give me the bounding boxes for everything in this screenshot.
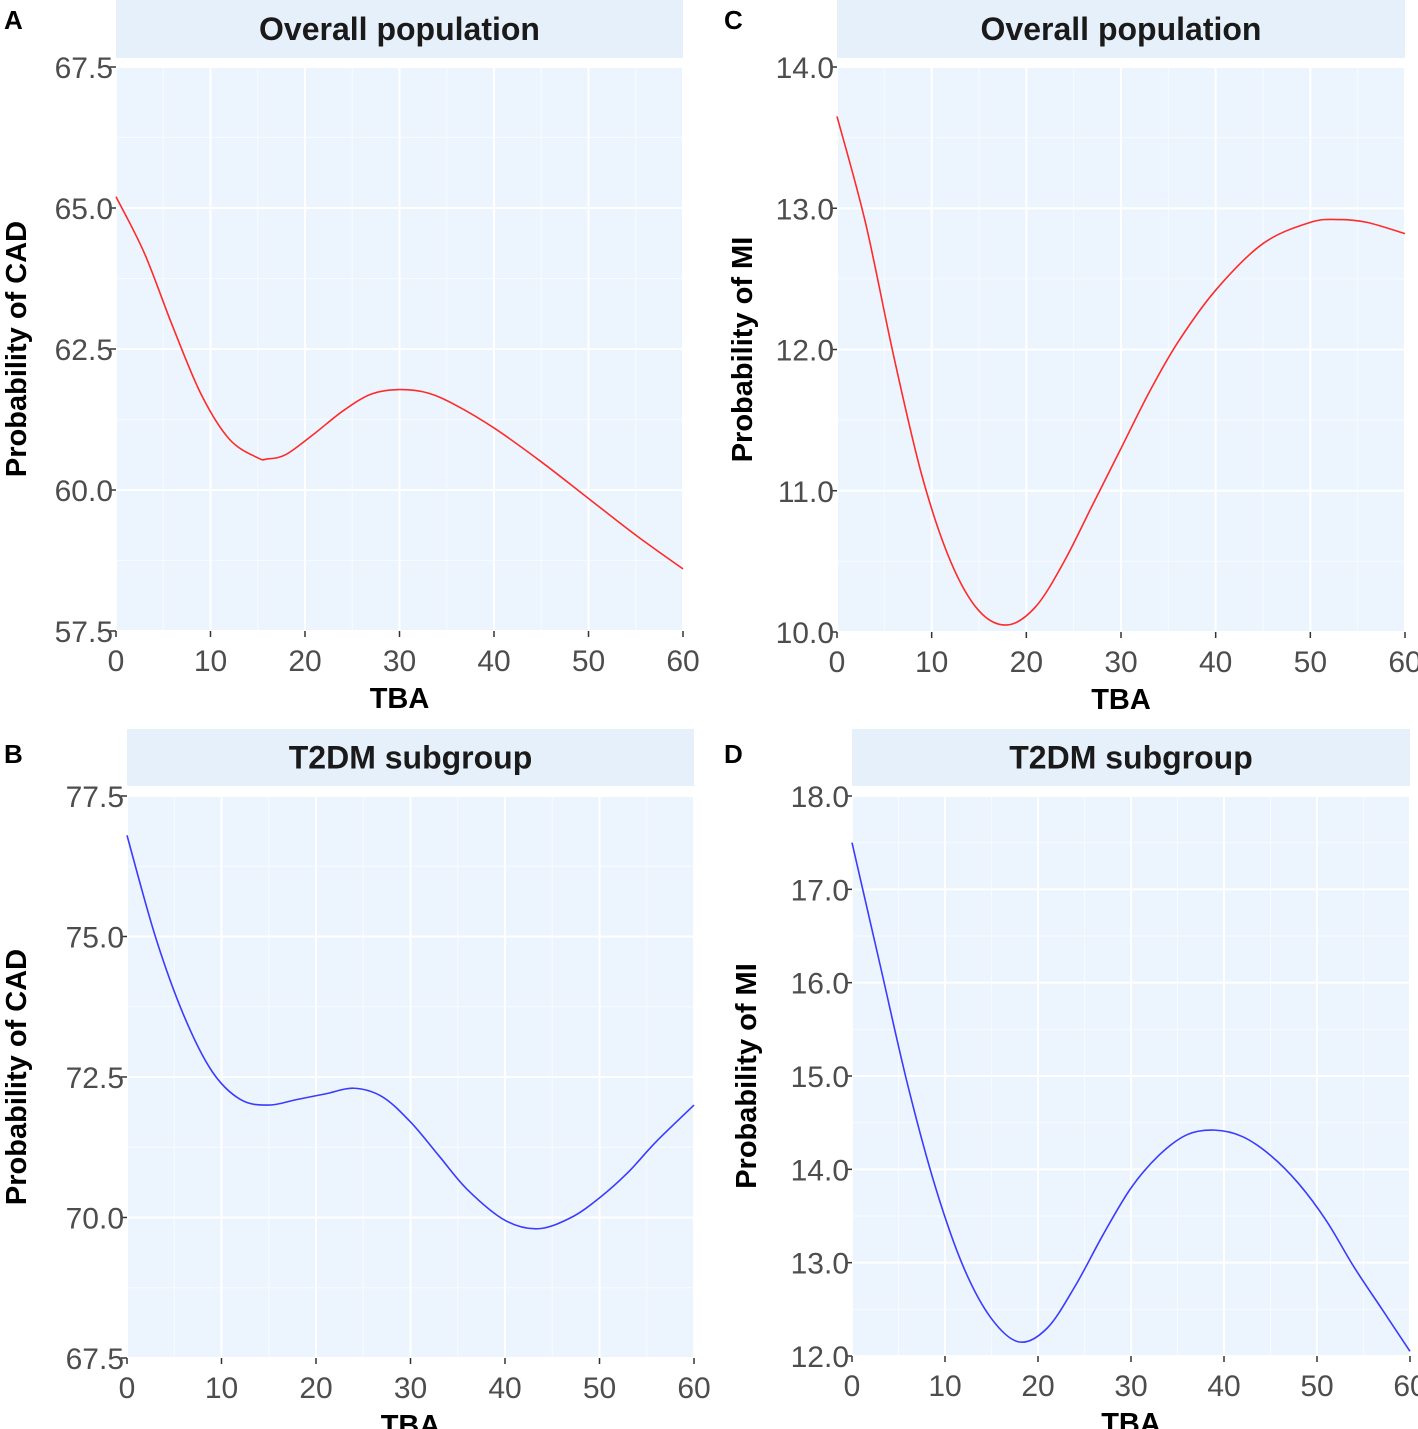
panel-letter: A: [4, 5, 23, 35]
panel-D: D T2DM subgroup 0 10 20 30 40 50 60 12.0 13.0 14.0 1…: [724, 729, 1418, 1429]
y-tick-label: 60.0: [55, 475, 113, 508]
y-axis-title: Probability of CAD: [1, 949, 33, 1205]
x-tick-label: 50: [572, 645, 605, 678]
y-tick-label: 14.0: [791, 1154, 849, 1187]
y-tick-label: 11.0: [778, 476, 834, 509]
y-tick-label: 72.5: [66, 1062, 124, 1095]
panel-letter: C: [724, 5, 743, 35]
panel-B: B T2DM subgroup 0 10 20 30 40 50 60 67.5 70.0 72.5 7…: [1, 729, 711, 1429]
facet-strip: [127, 729, 694, 786]
y-tick-label: 13.0: [776, 193, 834, 226]
x-tick-label: 60: [666, 645, 699, 678]
x-tick-label: 30: [1104, 646, 1137, 679]
y-tick-label: 65.0: [55, 193, 113, 226]
x-tick-label: 50: [583, 1372, 616, 1405]
y-tick-label: 18.0: [791, 781, 849, 814]
series-line: [126, 835, 695, 1230]
x-tick-label: 10: [194, 645, 227, 678]
x-axis-title: TBA: [1091, 684, 1151, 716]
y-tick-label: 67.5: [66, 1343, 124, 1376]
panel-letter: D: [724, 739, 743, 769]
x-tick-label: 50: [1294, 646, 1327, 679]
y-axis-title: Probability of CAD: [1, 221, 33, 477]
x-tick-label: 40: [477, 645, 510, 678]
panel-A: A Overall population 0 10 20 30 40 50 60 57.5 60.0…: [1, 0, 700, 715]
y-tick-label: 14.0: [776, 52, 834, 85]
y-tick-label: 15.0: [791, 1061, 849, 1094]
facet-title: T2DM subgroup: [289, 740, 533, 776]
x-tick-label: 10: [915, 646, 948, 679]
panel-letter: B: [4, 739, 23, 769]
y-tick-label: 12.0: [776, 335, 834, 368]
x-tick-label: 20: [299, 1372, 332, 1405]
x-tick-label: 10: [928, 1370, 961, 1403]
y-tick-label: 62.5: [55, 334, 113, 367]
x-axis-title: TBA: [381, 1410, 441, 1429]
x-tick-label: 20: [1010, 646, 1043, 679]
y-tick-label: 17.0: [791, 874, 849, 907]
facet-strip: [852, 729, 1410, 786]
x-tick-label: 0: [119, 1372, 136, 1405]
series-line: [836, 116, 1406, 626]
facet-strip: [116, 0, 683, 58]
y-axis-title: Probability of MI: [727, 237, 759, 463]
x-tick-label: 60: [1388, 646, 1418, 679]
y-tick-label: 13.0: [791, 1248, 849, 1281]
x-tick-label: 50: [1300, 1370, 1333, 1403]
x-tick-label: 20: [1021, 1370, 1054, 1403]
y-tick-label: 10.0: [776, 617, 834, 650]
panel-C: C Overall population 0 10 20 30 40 50 60 10.0 11.0…: [724, 0, 1418, 716]
facet-title: Overall population: [259, 11, 540, 47]
x-tick-label: 30: [1114, 1370, 1147, 1403]
x-tick-label: 30: [394, 1372, 427, 1405]
y-axis-title: Probability of MI: [731, 963, 763, 1189]
x-tick-label: 0: [829, 646, 846, 679]
series-line: [851, 842, 1411, 1352]
facet-title: Overall population: [981, 11, 1262, 47]
x-tick-label: 60: [1393, 1370, 1418, 1403]
y-tick-label: 77.5: [66, 781, 124, 814]
y-tick-label: 16.0: [791, 968, 849, 1001]
x-axis-title: TBA: [1101, 1408, 1161, 1429]
y-tick-label: 67.5: [55, 52, 113, 85]
x-tick-label: 20: [288, 645, 321, 678]
series-line: [115, 196, 684, 570]
y-tick-label: 75.0: [66, 922, 124, 955]
x-tick-label: 10: [205, 1372, 238, 1405]
x-axis-title: TBA: [370, 683, 430, 715]
x-tick-label: 40: [488, 1372, 521, 1405]
y-tick-label: 12.0: [791, 1341, 849, 1374]
x-tick-label: 40: [1199, 646, 1232, 679]
x-tick-label: 0: [844, 1370, 861, 1403]
y-tick-label: 70.0: [66, 1203, 124, 1236]
x-tick-label: 30: [383, 645, 416, 678]
facet-strip: [837, 0, 1405, 58]
x-tick-label: 60: [677, 1372, 710, 1405]
x-tick-label: 40: [1207, 1370, 1240, 1403]
facet-title: T2DM subgroup: [1009, 740, 1253, 776]
y-tick-label: 57.5: [55, 616, 113, 649]
x-tick-label: 0: [108, 645, 125, 678]
